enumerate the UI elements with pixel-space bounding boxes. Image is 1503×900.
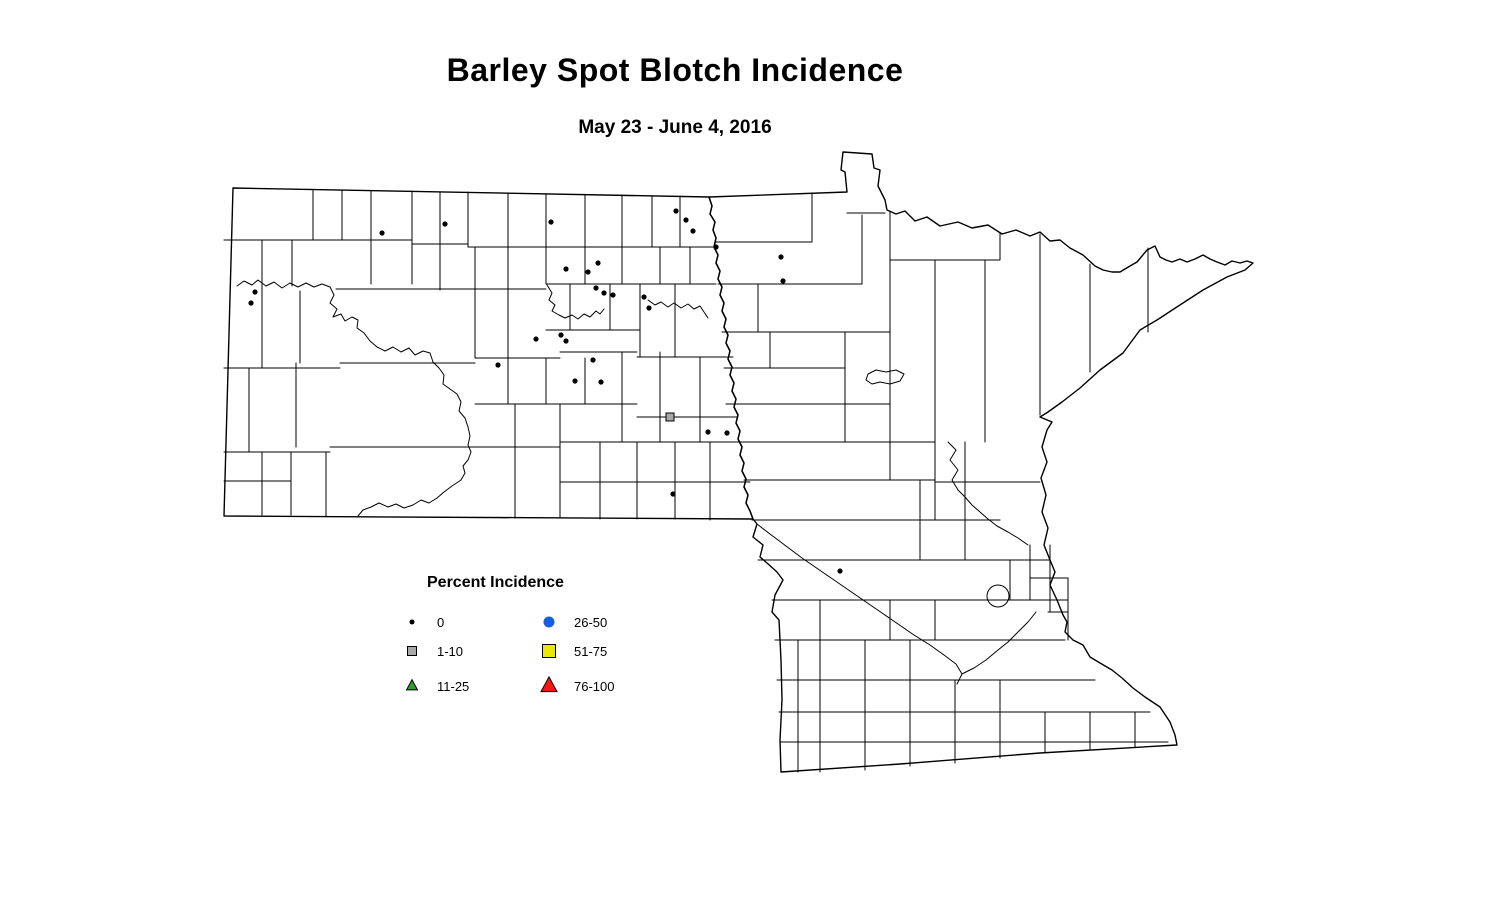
map-marker-0: [683, 217, 689, 223]
page-title: Barley Spot Blotch Incidence: [446, 52, 904, 88]
map-marker-1-10: [665, 412, 675, 422]
map-marker-0: [595, 260, 601, 266]
legend-marker-icon: [409, 619, 415, 625]
map-marker-0: [641, 294, 647, 300]
map-marker-0: [590, 357, 596, 363]
map-marker-0: [690, 228, 696, 234]
page-subtitle: May 23 - June 4, 2016: [578, 117, 772, 138]
legend-item-1-10: 1-10: [396, 638, 463, 664]
legend-item-76-100: 76-100: [533, 673, 614, 699]
legend-item-0: 0: [396, 609, 444, 635]
map-marker-0: [563, 338, 569, 344]
legend-item-label: 1-10: [437, 643, 464, 659]
map-marker-0: [248, 300, 254, 306]
legend-marker-icon: [405, 678, 419, 691]
map-marker-0: [601, 290, 607, 296]
map-markers: [248, 208, 843, 574]
map-marker-0: [670, 491, 676, 497]
legend-marker-icon: [540, 675, 558, 693]
minnesota-county-lines: [715, 192, 1169, 773]
map-marker-0: [837, 568, 843, 574]
legend-marker-icon: [407, 646, 417, 656]
north-dakota-rivers: [236, 279, 605, 517]
legend-title: Percent Incidence: [427, 574, 564, 591]
map-marker-0: [442, 221, 448, 227]
legend-item-51-75: 51-75: [533, 638, 607, 664]
legend-item-label: 51-75: [574, 643, 608, 659]
mille-lacs-lake: [986, 584, 1010, 608]
map-marker-0: [713, 244, 719, 250]
map-marker-0: [572, 378, 578, 384]
map-marker-0: [563, 266, 569, 272]
map-marker-0: [548, 219, 554, 225]
north-dakota-county-lines: [223, 189, 751, 521]
legend-item-label: 26-50: [574, 614, 608, 630]
map-marker-0: [780, 278, 786, 284]
legend-item-11-25: 11-25: [396, 673, 469, 699]
legend-item-label: 11-25: [437, 678, 470, 694]
map-marker-0: [379, 230, 385, 236]
map-marker-0: [533, 336, 539, 342]
map-marker-0: [585, 269, 591, 275]
map-marker-0: [724, 430, 730, 436]
legend-item-26-50: 26-50: [533, 609, 607, 635]
map-marker-0: [610, 292, 616, 298]
legend-item-label: 0: [437, 614, 445, 630]
map-marker-0: [558, 332, 564, 338]
north-dakota-outline: [223, 187, 754, 520]
map-marker-0: [495, 362, 501, 368]
map-marker-0: [646, 305, 652, 311]
map-marker-0: [673, 208, 679, 214]
map-marker-0: [778, 254, 784, 260]
legend-item-label: 76-100: [574, 678, 615, 694]
legend-marker-icon: [543, 616, 555, 628]
legend-marker-icon: [542, 644, 556, 658]
minnesota-outline: [708, 151, 1254, 773]
map-marker-0: [598, 379, 604, 385]
map-marker-0: [252, 289, 258, 295]
map-marker-0: [705, 429, 711, 435]
map-marker-0: [593, 285, 599, 291]
